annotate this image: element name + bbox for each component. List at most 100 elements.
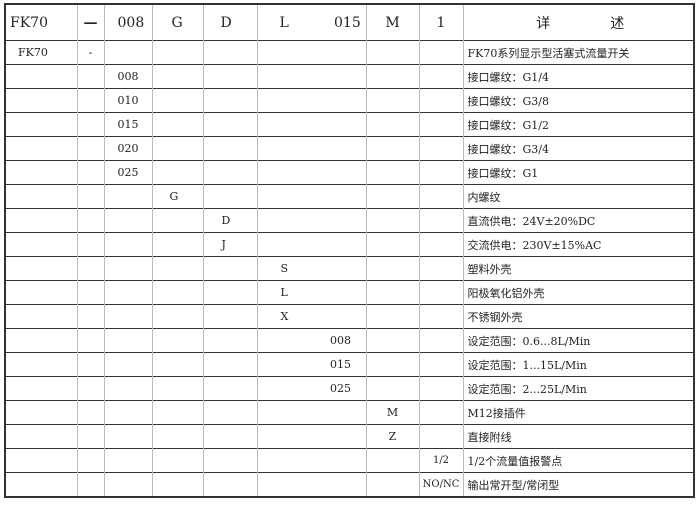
code-cell — [103, 256, 152, 281]
code-cell — [365, 208, 419, 233]
description-cell: 设定范围：2...25L/Min — [462, 376, 694, 401]
code-cell — [256, 232, 312, 257]
code-cell — [76, 424, 104, 449]
code-cell — [256, 472, 312, 497]
code-cell — [365, 112, 419, 137]
code-cell — [5, 400, 77, 425]
code-cell — [151, 304, 203, 329]
code-cell — [365, 88, 419, 113]
code-cell: 025 — [103, 160, 152, 185]
code-cell — [256, 136, 312, 161]
code-cell — [202, 280, 257, 305]
code-cell — [5, 376, 77, 401]
code-cell — [5, 160, 77, 185]
code-cell — [312, 400, 366, 425]
code-cell — [151, 40, 203, 65]
description-cell: 不锈钢外壳 — [462, 304, 694, 329]
code-cell — [151, 376, 203, 401]
table-row: 025 接口螺纹：G1 — [5, 160, 694, 185]
table-row: M M12接插件 — [5, 400, 694, 425]
code-cell — [256, 160, 312, 185]
code-cell — [418, 304, 463, 329]
code-cell — [256, 352, 312, 377]
code-cell — [418, 88, 463, 113]
code-cell — [76, 208, 104, 233]
code-cell — [76, 376, 104, 401]
code-cell — [151, 280, 203, 305]
code-cell — [256, 376, 312, 401]
code-cell — [312, 208, 366, 233]
code-cell — [5, 256, 77, 281]
code-cell — [365, 40, 419, 65]
code-cell — [5, 136, 77, 161]
code-cell — [103, 400, 152, 425]
header-code-connection: M — [365, 4, 419, 41]
code-cell: 015 — [312, 352, 366, 377]
description-cell: 直接附线 — [462, 424, 694, 449]
header-code-range: 015 — [334, 14, 361, 31]
code-cell — [5, 112, 77, 137]
code-cell — [418, 232, 463, 257]
code-cell — [365, 328, 419, 353]
code-cell: Z — [365, 424, 419, 449]
code-cell — [76, 184, 104, 209]
code-cell — [151, 256, 203, 281]
code-cell — [5, 448, 77, 473]
code-cell — [202, 88, 257, 113]
code-cell — [202, 304, 257, 329]
code-cell: 025 — [312, 376, 366, 401]
code-cell — [202, 136, 257, 161]
code-cell: L — [256, 280, 312, 305]
code-cell — [151, 64, 203, 89]
code-cell — [76, 256, 104, 281]
code-cell: 020 — [103, 136, 152, 161]
code-cell — [5, 280, 77, 305]
code-cell — [76, 136, 104, 161]
code-cell — [202, 64, 257, 89]
code-cell — [103, 208, 152, 233]
code-cell — [202, 376, 257, 401]
code-cell — [418, 112, 463, 137]
code-cell — [365, 280, 419, 305]
table-row: X 不锈钢外壳 — [5, 304, 694, 329]
code-cell — [256, 328, 312, 353]
code-cell — [76, 160, 104, 185]
code-cell — [202, 256, 257, 281]
code-cell — [5, 352, 77, 377]
code-cell — [365, 160, 419, 185]
code-cell — [103, 472, 152, 497]
table-row: 015 接口螺纹：G1/2 — [5, 112, 694, 137]
description-cell: 1/2个流量值报警点 — [462, 448, 694, 473]
code-cell — [202, 472, 257, 497]
code-cell — [202, 184, 257, 209]
code-cell — [418, 208, 463, 233]
code-cell — [365, 64, 419, 89]
code-cell — [103, 280, 152, 305]
code-cell — [76, 280, 104, 305]
code-cell — [202, 40, 257, 65]
code-cell: NO/NC — [418, 472, 463, 497]
code-cell — [312, 40, 366, 65]
code-cell — [365, 184, 419, 209]
code-cell — [312, 448, 366, 473]
code-cell — [312, 112, 366, 137]
code-cell — [202, 352, 257, 377]
description-cell: 设定范围：1...15L/Min — [462, 352, 694, 377]
code-cell: X — [256, 304, 312, 329]
code-cell: G — [151, 184, 203, 209]
code-cell — [103, 40, 152, 65]
code-cell — [103, 184, 152, 209]
code-cell — [76, 64, 104, 89]
code-cell — [76, 448, 104, 473]
code-cell: 008 — [103, 64, 152, 89]
code-cell — [5, 328, 77, 353]
code-cell — [312, 472, 366, 497]
code-cell: J — [202, 232, 257, 257]
code-cell: 010 — [103, 88, 152, 113]
header-detail-right: 述 — [610, 15, 625, 32]
table-row: 020 接口螺纹：G3/4 — [5, 136, 694, 161]
code-cell — [76, 88, 104, 113]
code-cell — [151, 160, 203, 185]
description-cell: 塑料外壳 — [462, 256, 694, 281]
header-detail-left: 详 — [536, 15, 551, 32]
